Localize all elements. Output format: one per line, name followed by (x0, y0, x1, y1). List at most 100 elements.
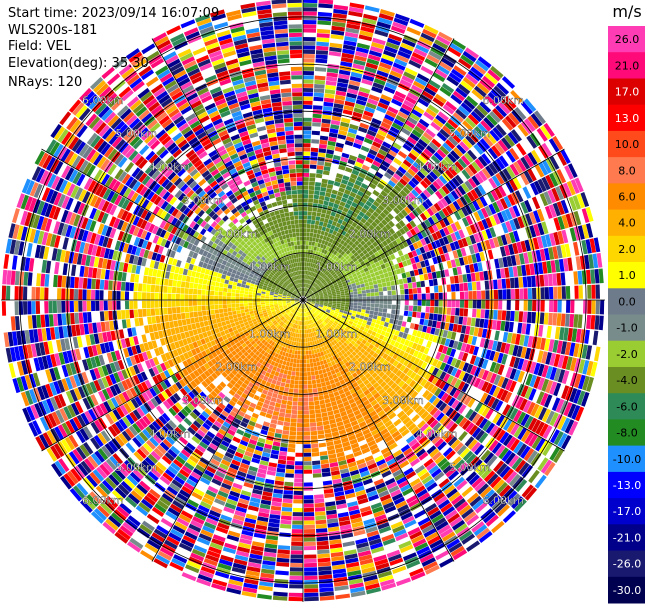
velocity-gate (340, 239, 345, 245)
velocity-gate (371, 247, 378, 254)
velocity-gate (487, 249, 494, 260)
velocity-gate (379, 98, 391, 106)
velocity-gate (393, 196, 402, 204)
velocity-gate (280, 515, 292, 521)
velocity-gate (479, 318, 485, 328)
velocity-gate (303, 465, 312, 470)
velocity-gate (391, 98, 403, 107)
velocity-gate (342, 265, 348, 270)
velocity-gate (419, 212, 428, 221)
velocity-gate (342, 109, 353, 116)
velocity-gate (396, 577, 411, 587)
velocity-gate (293, 358, 297, 364)
velocity-gate (438, 61, 453, 72)
velocity-gate (495, 172, 505, 185)
velocity-gate (557, 216, 565, 230)
velocity-gate (430, 293, 435, 300)
velocity-gate (304, 541, 316, 546)
velocity-gate (367, 265, 373, 271)
velocity-gate (353, 198, 360, 205)
velocity-gate (352, 63, 365, 70)
velocity-gate (432, 256, 438, 265)
velocity-gate (316, 165, 324, 170)
velocity-gate (303, 185, 309, 190)
velocity-gate (314, 284, 318, 288)
velocity-gate (394, 214, 402, 223)
velocity-gate (408, 288, 413, 294)
velocity-gate (404, 305, 409, 311)
velocity-gate (400, 209, 408, 217)
velocity-gate (388, 242, 395, 249)
velocity-gate (500, 320, 506, 331)
velocity-gate (446, 224, 454, 234)
velocity-gate (467, 282, 473, 291)
velocity-gate (316, 536, 329, 542)
velocity-gate (359, 122, 370, 130)
velocity-gate (275, 428, 283, 434)
velocity-gate (519, 288, 524, 300)
velocity-gate (314, 75, 326, 81)
velocity-gate (358, 266, 364, 271)
velocity-gate (316, 212, 322, 217)
velocity-gate (323, 249, 328, 255)
velocity-gate (317, 434, 325, 439)
velocity-gate (359, 87, 371, 94)
velocity-gate (436, 35, 451, 46)
velocity-gate (510, 90, 523, 103)
velocity-gate (420, 180, 429, 189)
velocity-gate (439, 557, 454, 568)
velocity-gate (462, 138, 473, 149)
velocity-gate (402, 278, 408, 284)
velocity-gate (374, 156, 383, 164)
velocity-gate (484, 205, 493, 217)
velocity-gate (429, 183, 438, 193)
velocity-gate (327, 292, 332, 295)
velocity-gate (428, 225, 435, 234)
velocity-gate (374, 288, 379, 293)
velocity-gate (345, 302, 350, 305)
velocity-gate (380, 201, 388, 209)
velocity-gate (303, 88, 314, 93)
velocity-gate (416, 170, 426, 180)
velocity-gate (377, 204, 385, 212)
velocity-gate (360, 217, 367, 224)
velocity-gate (305, 338, 308, 343)
velocity-gate (401, 174, 411, 183)
velocity-gate (452, 90, 465, 102)
velocity-gate (531, 275, 536, 287)
velocity-gate (306, 288, 308, 293)
velocity-gate (430, 121, 442, 132)
velocity-gate (553, 217, 561, 231)
velocity-gate (341, 281, 347, 285)
velocity-gate (411, 129, 422, 138)
velocity-gate (307, 279, 310, 284)
velocity-gate (330, 243, 335, 249)
velocity-gate (305, 257, 308, 262)
velocity-gate (303, 181, 309, 186)
velocity-gate (512, 242, 519, 255)
velocity-gate (312, 272, 315, 277)
velocity-gate (314, 255, 318, 260)
velocity-gate (356, 230, 363, 237)
velocity-gate (388, 191, 397, 199)
velocity-gate (350, 71, 363, 79)
velocity-gate (399, 178, 408, 186)
velocity-gate (573, 271, 579, 285)
velocity-gate (362, 275, 368, 281)
velocity-gate (382, 308, 388, 313)
velocity-gate (295, 371, 300, 376)
velocity-gate (404, 288, 409, 295)
velocity-gate (354, 208, 361, 215)
velocity-gate (304, 287, 306, 292)
velocity-gate (282, 430, 290, 435)
velocity-gate (425, 306, 430, 313)
velocity-gate (523, 300, 528, 311)
velocity-gate (303, 96, 313, 101)
velocity-gate (303, 211, 308, 216)
velocity-gate (476, 242, 483, 252)
velocity-gate (493, 213, 501, 225)
velocity-gate (544, 287, 549, 299)
velocity-gate (419, 167, 429, 177)
velocity-gate (388, 33, 403, 42)
velocity-gate (318, 276, 322, 281)
